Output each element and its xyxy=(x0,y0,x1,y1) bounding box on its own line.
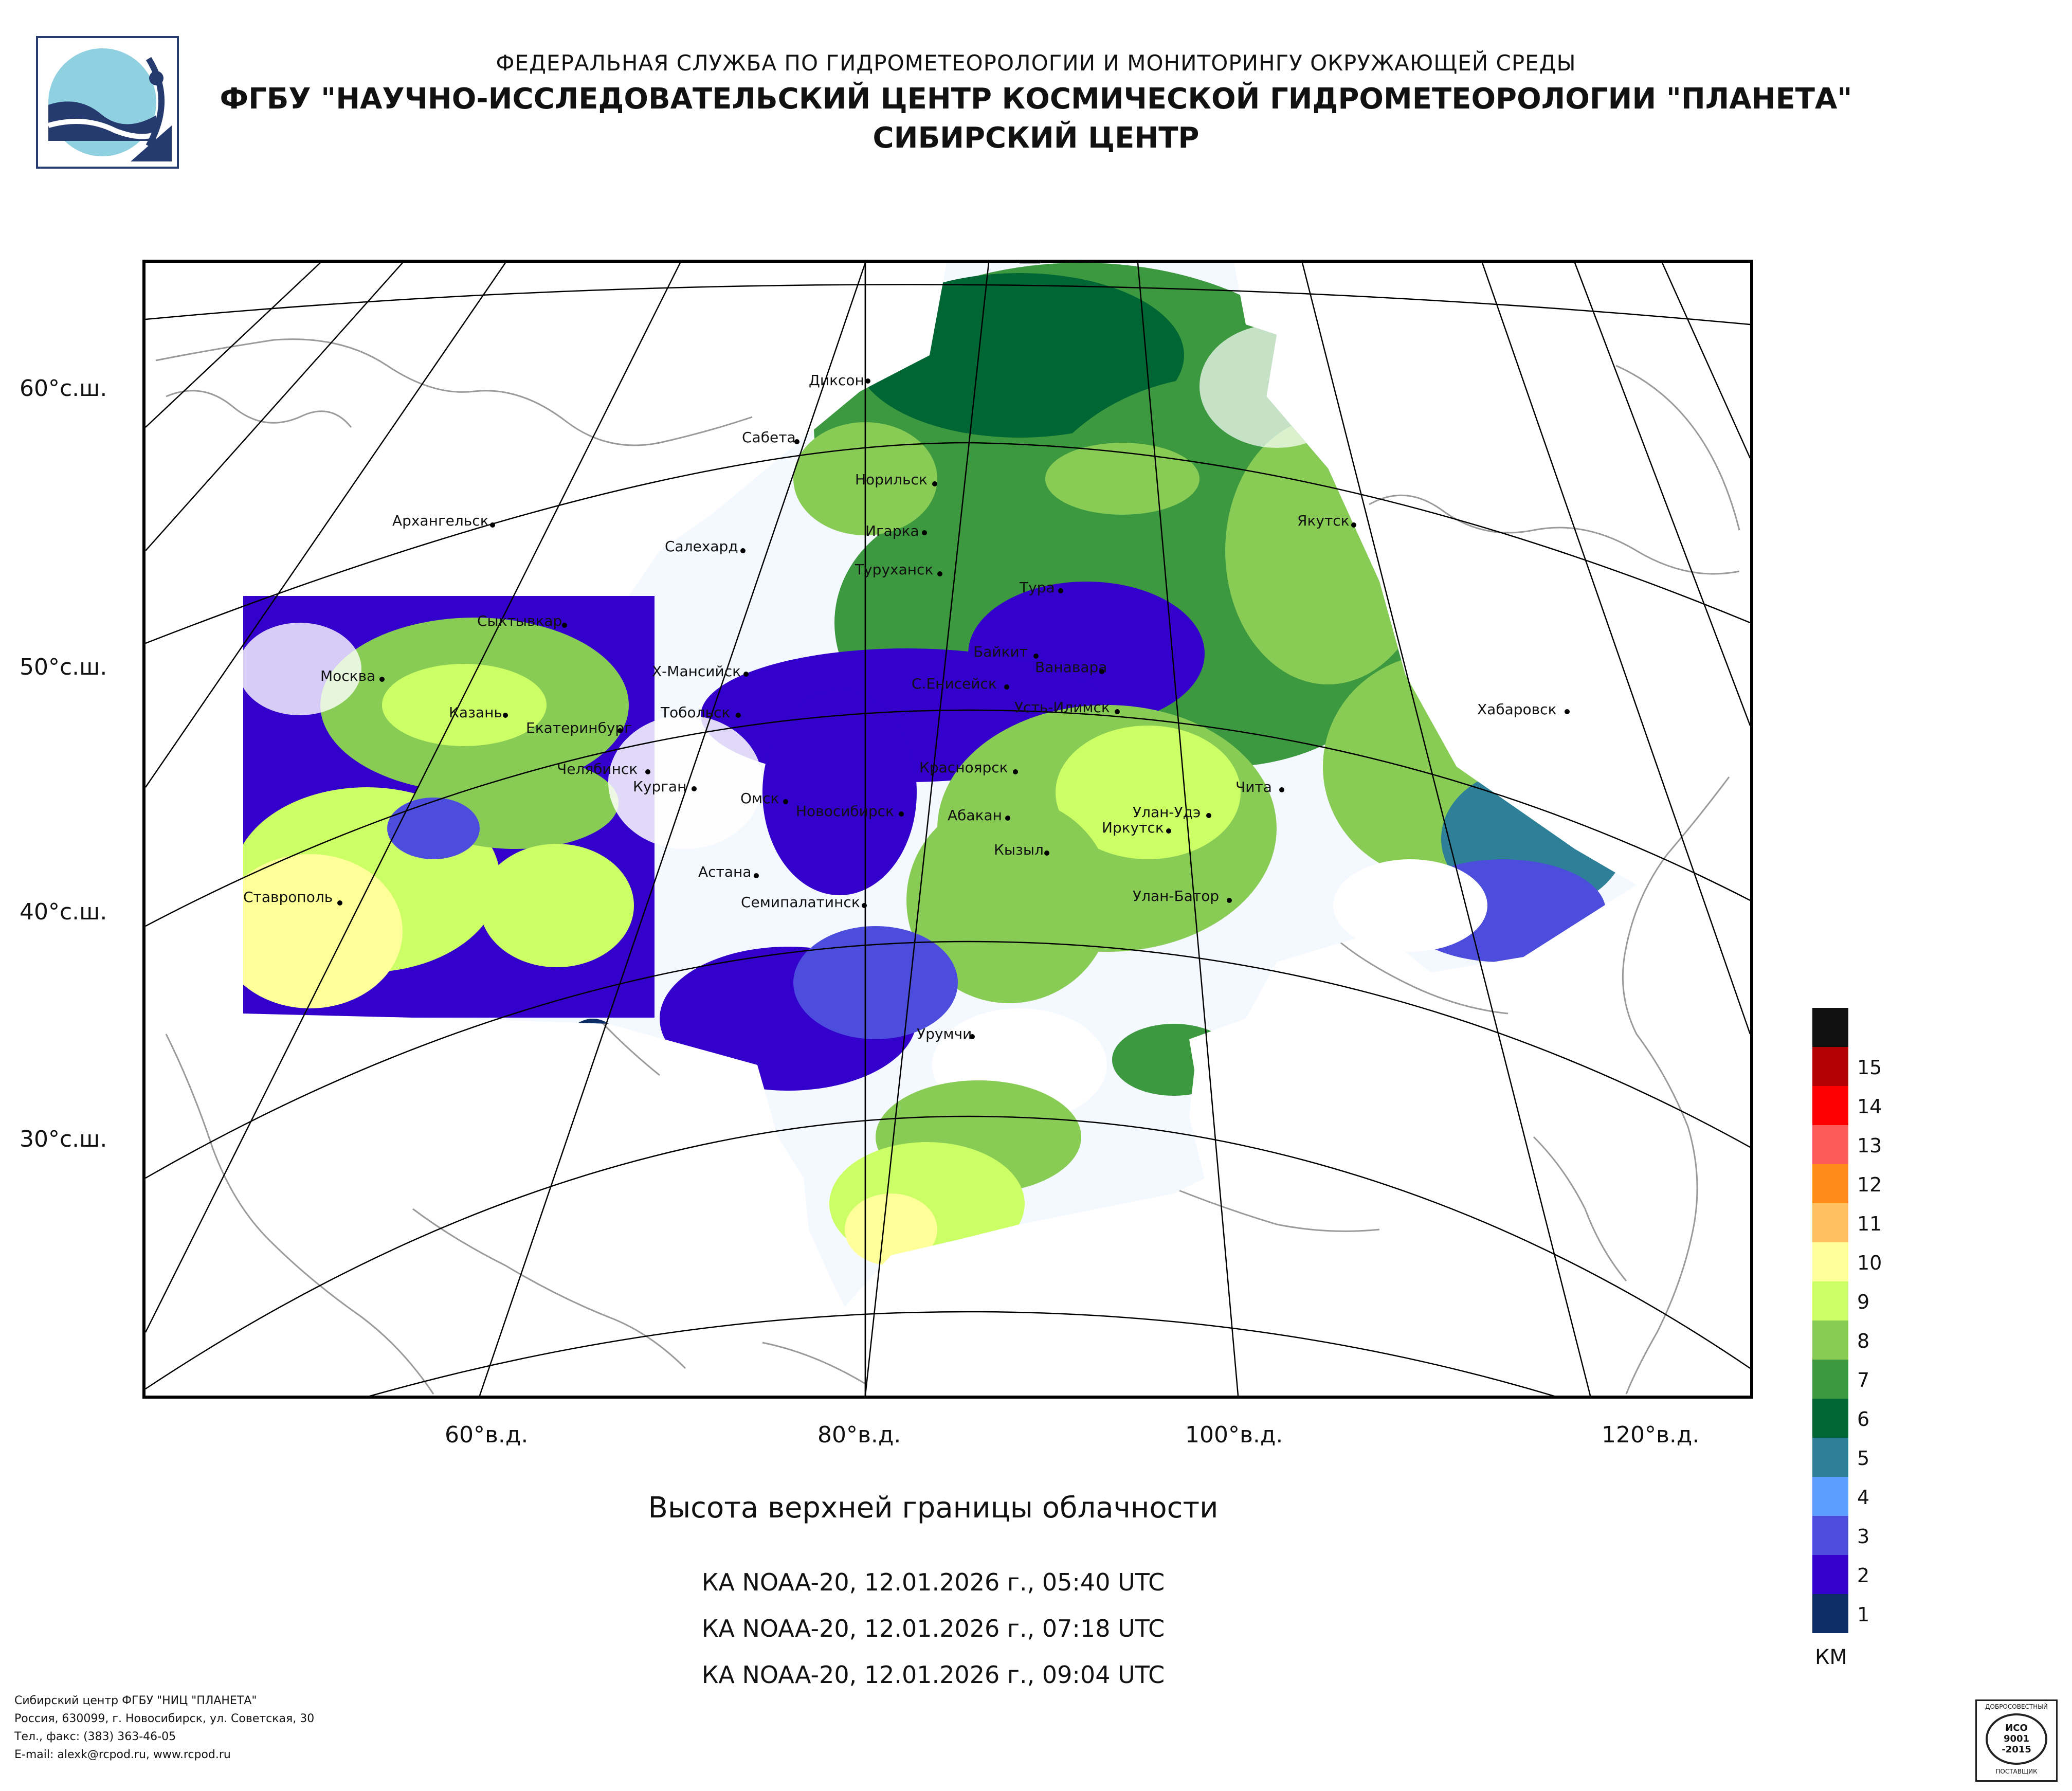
iso-badge-bottom: ПОСТАВЩИК xyxy=(1995,1768,2038,1775)
iso-9001-badge: ДОБРОСОВЕСТНЫЙ ИСО 9001 -2015 ПОСТАВЩИК xyxy=(1975,1699,2058,1782)
legend-swatch-12 xyxy=(1812,1164,1848,1203)
iso-badge-line3: -2015 xyxy=(2002,1744,2031,1755)
legend-label-9: 9 xyxy=(1857,1291,1870,1313)
legend-swatch-4 xyxy=(1812,1477,1848,1516)
legend-swatch-11 xyxy=(1812,1203,1848,1242)
legend-label-2: 2 xyxy=(1857,1564,1870,1587)
map-title: Высота верхней границы облачности xyxy=(648,1491,1219,1525)
legend-swatch-5 xyxy=(1812,1438,1848,1477)
footer-line-org: Сибирский центр ФГБУ "НИЦ "ПЛАНЕТА" xyxy=(14,1694,257,1707)
legend-label-15: 15 xyxy=(1857,1056,1882,1079)
map-canvas xyxy=(146,263,1750,1396)
legend-swatch-1 xyxy=(1812,1594,1848,1633)
lat-label-30: 30°с.ш. xyxy=(20,1126,107,1152)
footer-line-phone: Тел., факс: (383) 363-46-05 xyxy=(14,1730,176,1743)
contact-footer: Сибирский центр ФГБУ "НИЦ "ПЛАНЕТА" Росс… xyxy=(14,1692,314,1764)
legend-label-13: 13 xyxy=(1857,1134,1882,1157)
legend-swatch-8 xyxy=(1812,1320,1848,1360)
legend-label-1: 1 xyxy=(1857,1603,1870,1626)
satellite-pass-3: КА NOAA-20, 12.01.2026 г., 09:04 UTC xyxy=(701,1661,1165,1689)
graticule xyxy=(146,263,1750,1396)
legend-unit: КМ xyxy=(1815,1645,1847,1669)
legend-swatch-top xyxy=(1812,1008,1848,1047)
lon-label-60: 60°в.д. xyxy=(445,1422,529,1448)
footer-line-email: E-mail: alexk@rcpod.ru, www.rcpod.ru xyxy=(14,1748,231,1761)
lon-label-120: 120°в.д. xyxy=(1602,1422,1700,1448)
satellite-pass-2: КА NOAA-20, 12.01.2026 г., 07:18 UTC xyxy=(701,1615,1165,1642)
legend-label-7: 7 xyxy=(1857,1369,1870,1391)
legend-label-12: 12 xyxy=(1857,1173,1882,1196)
legend-label-5: 5 xyxy=(1857,1447,1870,1470)
legend-swatch-9 xyxy=(1812,1281,1848,1320)
footer-line-address: Россия, 630099, г. Новосибирск, ул. Сове… xyxy=(14,1712,315,1725)
legend-swatch-13 xyxy=(1812,1125,1848,1164)
legend-swatch-7 xyxy=(1812,1360,1848,1399)
cloud-top-map: Диксон Сабета Норильск Архангельск Игарк… xyxy=(142,260,1753,1399)
planeta-logo xyxy=(36,36,179,169)
legend-label-14: 14 xyxy=(1857,1095,1882,1118)
legend-swatch-10 xyxy=(1812,1242,1848,1281)
legend-label-8: 8 xyxy=(1857,1330,1870,1352)
lat-label-40: 40°с.ш. xyxy=(20,899,107,925)
lon-label-100: 100°в.д. xyxy=(1185,1422,1283,1448)
legend-label-3: 3 xyxy=(1857,1525,1870,1548)
legend-swatch-15 xyxy=(1812,1047,1848,1086)
iso-badge-line1: ИСО xyxy=(2005,1723,2028,1733)
iso-badge-line2: 9001 xyxy=(2003,1733,2030,1744)
legend-swatch-6 xyxy=(1812,1399,1848,1438)
lat-label-50: 50°с.ш. xyxy=(20,654,107,680)
legend-label-6: 6 xyxy=(1857,1408,1870,1431)
legend-label-4: 4 xyxy=(1857,1486,1870,1509)
legend-label-11: 11 xyxy=(1857,1213,1882,1235)
center-name: СИБИРСКИЙ ЦЕНТР xyxy=(873,121,1199,155)
agency-name: ФЕДЕРАЛЬНАЯ СЛУЖБА ПО ГИДРОМЕТЕОРОЛОГИИ … xyxy=(496,50,1576,76)
lon-label-80: 80°в.д. xyxy=(817,1422,901,1448)
legend-swatch-2 xyxy=(1812,1555,1848,1594)
cloud-top-height-swath xyxy=(243,263,1637,1307)
lat-label-60: 60°с.ш. xyxy=(20,375,107,402)
legend-label-10: 10 xyxy=(1857,1252,1882,1274)
institute-name: ФГБУ "НАУЧНО-ИССЛЕДОВАТЕЛЬСКИЙ ЦЕНТР КОС… xyxy=(220,82,1852,116)
legend-swatch-14 xyxy=(1812,1086,1848,1125)
legend-swatch-3 xyxy=(1812,1516,1848,1555)
satellite-pass-1: КА NOAA-20, 12.01.2026 г., 05:40 UTC xyxy=(701,1568,1165,1596)
height-legend xyxy=(1812,1008,1851,1633)
iso-badge-top: ДОБРОСОВЕСТНЫЙ xyxy=(1985,1703,2048,1710)
coastlines xyxy=(155,338,1740,1395)
